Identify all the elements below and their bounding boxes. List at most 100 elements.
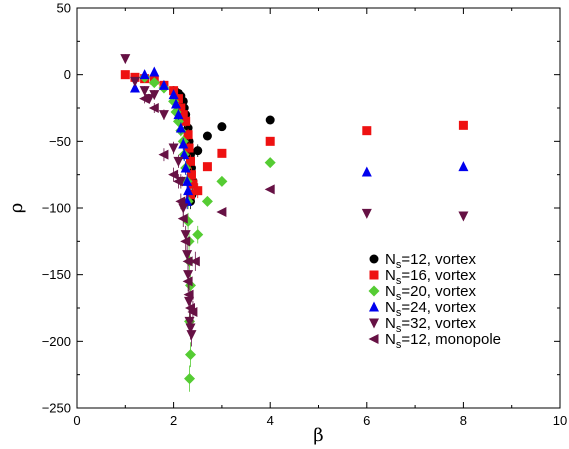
y-tick-label: 0 [64, 67, 71, 82]
legend-marker [369, 318, 379, 329]
data-point [186, 170, 196, 180]
series-1 [120, 70, 468, 203]
data-point [178, 138, 189, 149]
legend-marker [369, 270, 379, 280]
data-point [183, 289, 194, 300]
axes-layer: 0 2 4 6 8 10 50 0 −50 −100 −150 −200 −250 β ρ [6, 1, 567, 447]
data-point [120, 70, 130, 80]
data-point [148, 103, 159, 113]
y-tick-label: −250 [42, 401, 71, 416]
data-point [192, 229, 204, 241]
data-point [265, 136, 275, 146]
x-tick-label: 2 [170, 413, 177, 428]
data-point [176, 103, 186, 113]
x-tick-label: 4 [267, 413, 274, 428]
data-point [185, 349, 197, 361]
legend-item: Ns=20, vortex [368, 283, 476, 303]
data-point [216, 175, 228, 187]
data-point [173, 94, 183, 104]
data-point [184, 316, 195, 327]
data-point [217, 148, 227, 158]
legend-item: Ns=12, monopole [368, 331, 501, 351]
data-point [185, 323, 196, 334]
data-point [158, 149, 169, 160]
y-tick-label: 50 [57, 1, 71, 16]
y-tick-label: −200 [42, 334, 71, 349]
data-point [178, 110, 188, 120]
legend-marker [369, 301, 379, 312]
data-point [120, 54, 131, 65]
data-point [139, 93, 150, 104]
data-point [193, 186, 203, 196]
data-point [158, 79, 169, 90]
data-point [458, 211, 469, 222]
legend-marker [368, 334, 379, 344]
data-point [182, 175, 193, 186]
data-point [264, 157, 276, 169]
data-point [458, 120, 468, 130]
data-point [179, 149, 190, 160]
data-point [187, 307, 198, 317]
x-axis-label: β [313, 425, 323, 446]
data-point [182, 250, 193, 261]
data-point [193, 146, 203, 156]
data-point [186, 330, 197, 341]
x-tick-label: 6 [363, 413, 370, 428]
data-point [173, 156, 184, 167]
legend-item: Ns=24, vortex [369, 299, 476, 319]
legend-label: Ns=32, vortex [385, 315, 476, 335]
data-point [158, 110, 169, 121]
legend-label: Ns=20, vortex [385, 283, 476, 303]
data-point [183, 185, 194, 196]
y-tick-label: −150 [42, 267, 71, 282]
x-tick-label: 8 [460, 413, 467, 428]
data-point [188, 179, 198, 189]
legend-label: Ns=16, vortex [385, 267, 476, 287]
y-tick-label: −100 [42, 201, 71, 216]
data-point [175, 122, 186, 133]
data-point [362, 126, 372, 136]
plot-frame [76, 7, 561, 409]
data-point [264, 184, 275, 195]
data-point [216, 207, 227, 217]
data-point [168, 169, 179, 180]
data-point [168, 143, 179, 154]
data-point [172, 176, 183, 187]
data-point [265, 115, 275, 125]
plot-layer [120, 54, 469, 392]
data-point [139, 69, 150, 80]
series-2 [139, 71, 276, 392]
data-point [129, 76, 140, 87]
data-point [201, 195, 213, 207]
data-point [149, 90, 160, 101]
data-point [148, 77, 160, 89]
data-point [175, 196, 186, 207]
legend-item: Ns=12, vortex [369, 251, 476, 271]
data-point [129, 82, 140, 93]
data-point [184, 373, 196, 385]
x-tick-label: 10 [553, 413, 567, 428]
data-point [180, 236, 191, 247]
y-tick-label: −50 [49, 134, 71, 149]
data-point [361, 208, 372, 219]
data-point [171, 98, 182, 109]
data-point [217, 122, 227, 132]
data-point [168, 89, 179, 100]
data-point [182, 276, 193, 287]
data-point [139, 86, 150, 97]
data-point [202, 162, 212, 172]
series-5 [139, 93, 275, 324]
data-point [180, 162, 191, 173]
data-point [173, 109, 184, 120]
data-point [184, 143, 194, 153]
legend-label: Ns=12, monopole [385, 331, 501, 351]
legend-label: Ns=24, vortex [385, 299, 476, 319]
x-tick-label: 0 [73, 413, 80, 428]
data-point [177, 213, 188, 224]
legend-item: Ns=16, vortex [369, 267, 476, 287]
legend-item: Ns=32, vortex [369, 315, 476, 335]
legend-marker [368, 285, 380, 297]
data-point [182, 256, 193, 267]
legend-marker [369, 254, 379, 264]
